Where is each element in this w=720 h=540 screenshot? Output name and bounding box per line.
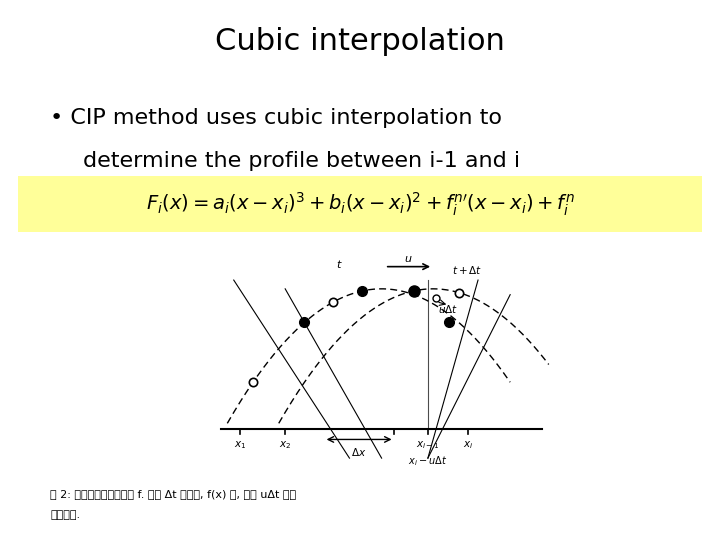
Text: 図 2: 離散的に与えられた f. 毎間 Δt の間に, f(x) は, 形を uΔt だけ: 図 2: 離散的に与えられた f. 毎間 Δt の間に, f(x) は, 形を … — [50, 489, 297, 499]
Text: $x_1$: $x_1$ — [234, 440, 246, 451]
Text: $x_2$: $x_2$ — [279, 440, 292, 451]
Text: • CIP method uses cubic interpolation to: • CIP method uses cubic interpolation to — [50, 108, 503, 128]
Text: $F_i(x) = a_i(x - x_i)^3 + b_i(x - x_i)^2 + f_i^{n\prime}(x - x_i) + f_i^n$: $F_i(x) = a_i(x - x_i)^3 + b_i(x - x_i)^… — [145, 191, 575, 218]
Text: $\Delta x$: $\Delta x$ — [351, 447, 366, 458]
Text: $x_i$: $x_i$ — [463, 440, 474, 451]
Text: $u\Delta t$: $u\Delta t$ — [438, 303, 458, 315]
Text: 移計する.: 移計する. — [50, 510, 81, 521]
Text: determine the profile between i-1 and i: determine the profile between i-1 and i — [83, 151, 520, 171]
Text: $u$: $u$ — [405, 254, 413, 264]
Text: $x_{i-1}$: $x_{i-1}$ — [416, 440, 439, 451]
Text: $t$: $t$ — [336, 258, 343, 270]
FancyBboxPatch shape — [18, 176, 702, 232]
Text: Cubic interpolation: Cubic interpolation — [215, 27, 505, 56]
Text: $x_i - u\Delta t$: $x_i - u\Delta t$ — [408, 455, 447, 468]
Text: $t + \Delta t$: $t + \Delta t$ — [452, 264, 482, 276]
